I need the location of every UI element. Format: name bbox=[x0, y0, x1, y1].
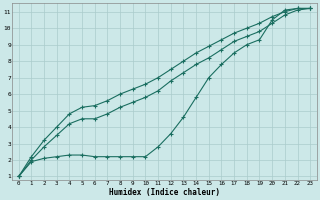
X-axis label: Humidex (Indice chaleur): Humidex (Indice chaleur) bbox=[109, 188, 220, 197]
